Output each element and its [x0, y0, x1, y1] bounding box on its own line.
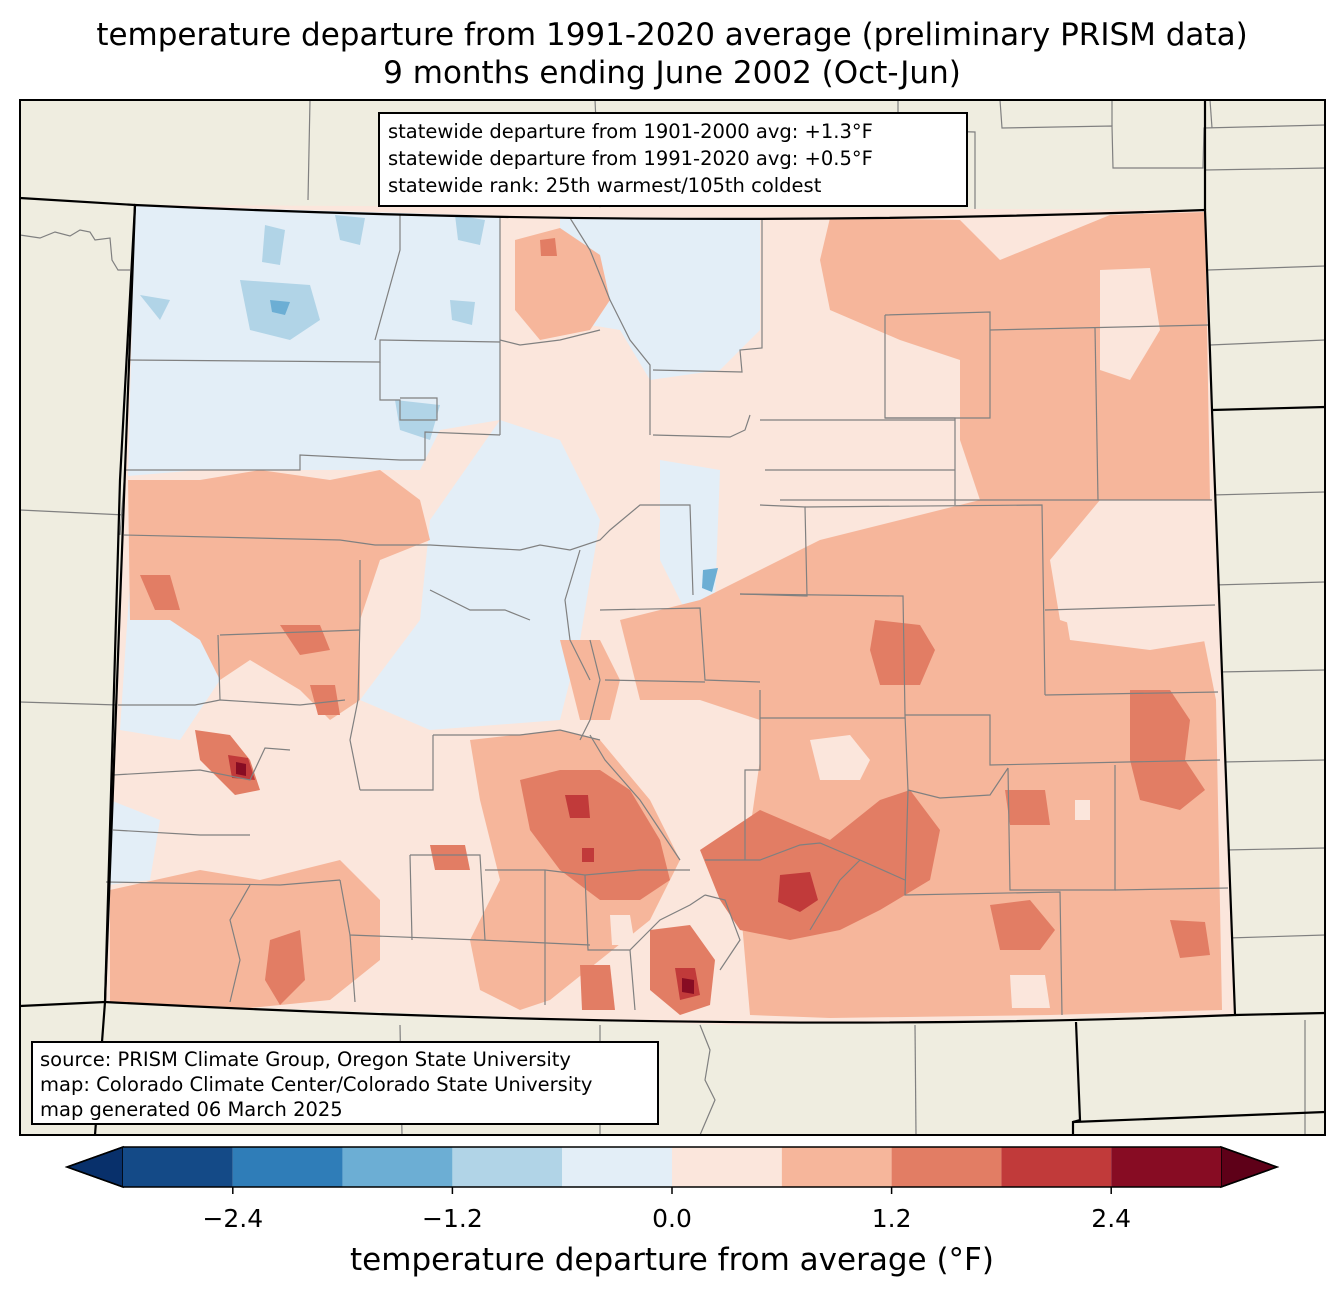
colorbar-segment: [1001, 1147, 1112, 1187]
region-warmer-southeast-1: [700, 790, 940, 940]
hotspot-1: [778, 872, 818, 912]
region-warm-north-1: [515, 228, 610, 340]
map-title-line1: temperature departure from 1991-2020 ave…: [96, 17, 1248, 53]
region-warmer-east-4: [1170, 920, 1210, 958]
colorbar-segment: [672, 1147, 782, 1187]
source-box: source: PRISM Climate Group, Oregon Stat…: [31, 1041, 659, 1125]
map-title-line2: 9 months ending June 2002 (Oct-Jun): [383, 55, 961, 91]
hotspot-7: [236, 762, 246, 776]
pocket-light-1: [1060, 560, 1212, 650]
patch-blue-4: [455, 215, 485, 245]
colorbar-tick-label: 1.2: [871, 1204, 912, 1233]
stats-rank: statewide rank: 25th warmest/105th colde…: [388, 174, 822, 197]
patch-blue-9: [702, 568, 718, 592]
colorbar-outline: [64, 1146, 1280, 1188]
colorbar-ticks: [232, 1187, 1112, 1194]
hotspot-2: [565, 795, 590, 818]
county-boundaries: [105, 215, 1229, 1016]
colorbar-segment: [452, 1147, 563, 1187]
patch-blue-3: [335, 215, 365, 245]
region-warm-west: [128, 470, 430, 720]
colorbar-segment: [781, 1147, 892, 1187]
region-warmer-south-2: [265, 930, 305, 1005]
region-warmer-north: [540, 238, 557, 256]
patch-blue-5: [450, 300, 475, 325]
colorbar: [64, 1145, 1280, 1189]
region-cool-southwest: [108, 800, 160, 885]
colorbar-segment: [123, 1147, 233, 1187]
colorbar-tick-label: 0.0: [652, 1204, 692, 1233]
patch-blue-8: [270, 300, 290, 315]
region-warmer-san-luis: [520, 770, 670, 900]
departure-regions: [108, 205, 1222, 1018]
colorbar-extend-low: [64, 1145, 124, 1189]
hotspot-5: [582, 848, 594, 862]
colorbar-label: temperature departure from average (°F): [350, 1242, 994, 1278]
hotspot-6: [682, 978, 694, 994]
pocket-light-4: [610, 915, 635, 945]
colorbar-segment: [562, 1147, 672, 1187]
region-warmer-west-3: [310, 685, 340, 715]
region-warm-southwest: [110, 860, 380, 1008]
state-boundaries: [19, 100, 1326, 1136]
map-frame: [19, 99, 1326, 1136]
colorbar-segment: [1111, 1147, 1221, 1187]
region-warmer-east-5: [1005, 790, 1050, 825]
colorbar-segment: [891, 1147, 1002, 1187]
colorbar-tick-label: 2.4: [1091, 1204, 1132, 1233]
colorbar-segment: [342, 1147, 453, 1187]
pocket-light-3: [1100, 268, 1160, 380]
colorbar-segment: [232, 1147, 343, 1187]
stats-departure-1991-2020: statewide departure from 1991-2020 avg: …: [388, 147, 873, 170]
pocket-light-2: [810, 735, 870, 780]
region-cool-north-central: [560, 218, 760, 380]
region-warmer-east-1: [870, 620, 935, 685]
colorbar-tick-label: −2.4: [202, 1204, 264, 1233]
region-warmer-east-2: [1130, 690, 1205, 810]
patch-blue-2: [262, 225, 285, 265]
generated-date-line: map generated 06 March 2025: [40, 1098, 343, 1121]
pocket-light-6: [1075, 800, 1090, 820]
stats-departure-1901-2000: statewide departure from 1901-2000 avg: …: [388, 120, 873, 143]
region-warmer-west-4: [140, 575, 180, 610]
region-cool-park-range: [360, 420, 600, 730]
statewide-stats-box: statewide departure from 1901-2000 avg: …: [378, 112, 968, 207]
colorbar-extend-high: [1220, 1145, 1280, 1189]
region-warmer-east-3: [990, 900, 1055, 950]
region-warmer-south-3: [430, 845, 470, 870]
colorbar-tick-label: −1.2: [422, 1204, 483, 1233]
pocket-light-5: [1010, 975, 1050, 1008]
source-line: source: PRISM Climate Group, Oregon Stat…: [40, 1048, 571, 1071]
region-warmer-south-1: [580, 965, 615, 1010]
patch-blue-6: [140, 295, 170, 320]
map-credit-line: map: Colorado Climate Center/Colorado St…: [40, 1073, 593, 1096]
